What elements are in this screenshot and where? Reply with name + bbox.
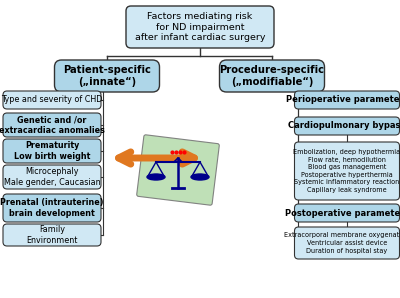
Text: Prematurity
Low birth weight: Prematurity Low birth weight	[14, 141, 90, 161]
FancyBboxPatch shape	[126, 6, 274, 48]
Ellipse shape	[147, 174, 165, 180]
FancyBboxPatch shape	[220, 60, 324, 92]
FancyBboxPatch shape	[294, 227, 400, 259]
Ellipse shape	[191, 174, 209, 180]
Text: Perioperative parameters: Perioperative parameters	[286, 95, 400, 105]
FancyBboxPatch shape	[294, 91, 400, 109]
FancyBboxPatch shape	[137, 135, 219, 205]
Text: Postoperative parameters: Postoperative parameters	[285, 209, 400, 218]
FancyBboxPatch shape	[3, 139, 101, 163]
FancyBboxPatch shape	[294, 204, 400, 222]
Text: Type and severity of CHD: Type and severity of CHD	[1, 95, 103, 105]
FancyBboxPatch shape	[3, 165, 101, 189]
FancyBboxPatch shape	[3, 113, 101, 137]
Text: Patient-specific
(„innate“): Patient-specific („innate“)	[63, 65, 151, 87]
Text: Genetic and /or
extracardiac anomalies: Genetic and /or extracardiac anomalies	[0, 115, 105, 135]
Text: Prenatal (intrauterine)
brain development: Prenatal (intrauterine) brain developmen…	[0, 198, 104, 218]
Text: Extracorporal membrane oxygenation
Ventricular assist device
Duration of hospita: Extracorporal membrane oxygenation Ventr…	[284, 232, 400, 254]
Text: Factors mediating risk
for ND impairment
after infant cardiac surgery: Factors mediating risk for ND impairment…	[135, 12, 265, 42]
FancyBboxPatch shape	[54, 60, 160, 92]
FancyBboxPatch shape	[294, 142, 400, 200]
FancyBboxPatch shape	[3, 224, 101, 246]
Text: Embolization, deep hypothermia
Flow rate, hemodilution
Blood gas management
Post: Embolization, deep hypothermia Flow rate…	[294, 149, 400, 193]
Text: Cardiopulmonary bypass: Cardiopulmonary bypass	[288, 122, 400, 131]
FancyBboxPatch shape	[294, 117, 400, 135]
FancyBboxPatch shape	[3, 194, 101, 222]
Text: Microcephaly
Male gender, Caucasian: Microcephaly Male gender, Caucasian	[4, 167, 100, 187]
Text: Procedure-specific
(„modifiable“): Procedure-specific („modifiable“)	[220, 65, 324, 87]
FancyBboxPatch shape	[3, 91, 101, 109]
Text: Family
Environment: Family Environment	[26, 225, 78, 245]
